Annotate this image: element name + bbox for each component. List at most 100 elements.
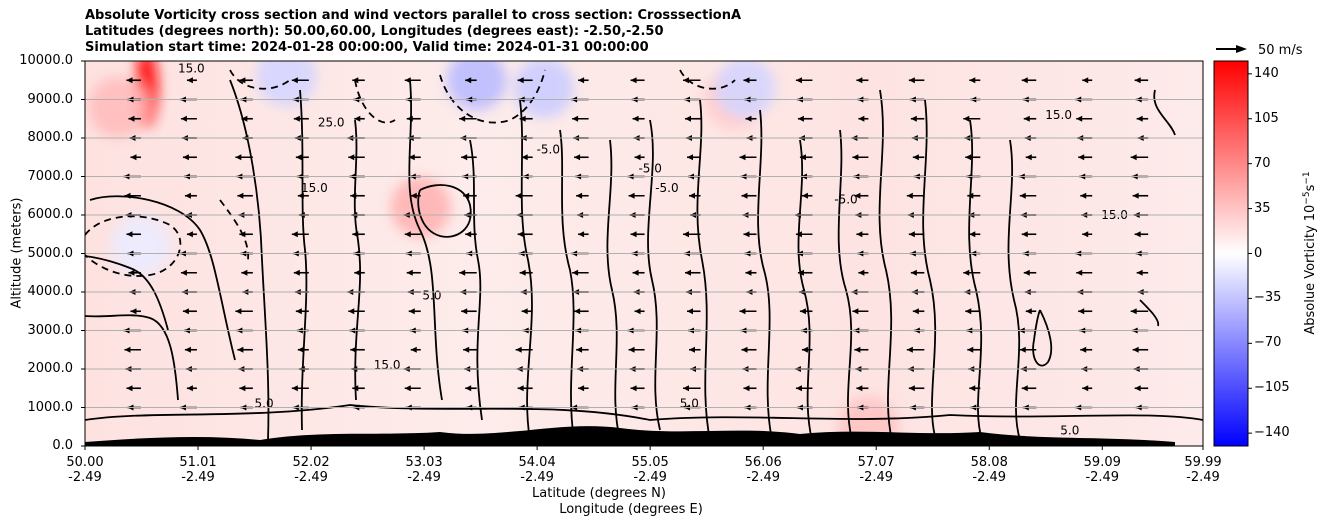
wind-vector bbox=[237, 192, 253, 199]
colorbar-label-unit-exponent: −1 bbox=[1301, 171, 1312, 185]
wind-vector bbox=[1025, 154, 1037, 161]
wind-vector bbox=[685, 115, 701, 122]
wind-vector bbox=[1076, 115, 1093, 122]
colorbar-tick-label: −35 bbox=[1254, 290, 1282, 306]
wind-vector bbox=[182, 308, 197, 315]
wind-vector bbox=[743, 385, 757, 392]
wind-vector bbox=[184, 192, 197, 199]
wind-vector bbox=[295, 308, 309, 315]
wind-vector bbox=[795, 231, 813, 238]
wind-vector bbox=[634, 154, 645, 161]
colorbar-label-exponent: −5 bbox=[1301, 191, 1312, 205]
wind-vector bbox=[687, 154, 701, 161]
contour-label: -5.0 bbox=[834, 192, 857, 206]
wind-vector bbox=[130, 308, 141, 315]
y-tick-label: 6000.0 bbox=[27, 207, 74, 222]
wind-vector bbox=[350, 346, 365, 353]
x-tick-label-lon: -2.49 bbox=[181, 470, 215, 485]
contour-label: 15.0 bbox=[301, 181, 328, 195]
contour-label: 15.0 bbox=[1045, 108, 1072, 122]
colorbar-tick-label: 105 bbox=[1254, 110, 1279, 126]
wind-vector bbox=[1023, 115, 1037, 122]
x-tick-label-lat: 57.07 bbox=[857, 455, 895, 470]
x-tick-label-lon: -2.49 bbox=[1085, 470, 1120, 485]
wind-vector bbox=[630, 385, 645, 392]
x-tick-label-lon: -2.49 bbox=[859, 470, 894, 485]
x-tick-label-lat: 56.06 bbox=[744, 455, 782, 470]
wind-vector bbox=[801, 192, 813, 199]
colorbar-tick-label: −70 bbox=[1254, 335, 1282, 351]
wind-vector bbox=[124, 346, 141, 353]
wind-vector bbox=[578, 385, 589, 392]
wind-vector bbox=[521, 308, 533, 315]
axis-ticks bbox=[81, 60, 1204, 450]
wind-vector bbox=[630, 231, 645, 238]
wind-vector bbox=[683, 231, 701, 238]
wind-vector bbox=[745, 269, 757, 276]
x-tick-label-lat: 55.05 bbox=[631, 455, 669, 470]
x-tick-label-lon: -2.49 bbox=[294, 470, 328, 485]
wind-vector bbox=[241, 269, 253, 276]
wind-vector bbox=[906, 346, 925, 353]
vorticity-patch bbox=[88, 77, 149, 138]
x-tick-label-lon: -2.49 bbox=[520, 470, 554, 485]
wind-vector bbox=[1134, 77, 1149, 84]
wind-vector bbox=[628, 192, 645, 199]
wind-vector bbox=[459, 269, 477, 276]
wind-vector bbox=[295, 154, 309, 161]
x-tick-label-lat: 59.99 bbox=[1184, 455, 1222, 470]
wind-vector bbox=[348, 308, 365, 315]
x-tick-label-lon: -2.49 bbox=[746, 470, 780, 485]
y-tick-label: 4000.0 bbox=[27, 284, 74, 299]
wind-vector bbox=[130, 154, 141, 161]
wind-vector bbox=[906, 192, 925, 199]
wind-vector bbox=[404, 231, 421, 238]
contour-label: -5.0 bbox=[655, 181, 678, 195]
chart-title-line-2: Latitudes (degrees north): 50.00,60.00, … bbox=[85, 24, 664, 39]
x-axis-label-longitude: Longitude (degrees E) bbox=[559, 502, 703, 517]
wind-vector bbox=[574, 154, 589, 161]
contour-label: -5.0 bbox=[537, 142, 560, 156]
wind-vector bbox=[576, 192, 589, 199]
gridlines bbox=[85, 99, 1203, 408]
wind-vector bbox=[124, 192, 141, 199]
wind-vector bbox=[741, 192, 757, 199]
colorbar-tick-label: 140 bbox=[1254, 65, 1279, 81]
wind-vector bbox=[852, 154, 869, 161]
contour-label: 15.0 bbox=[374, 358, 401, 372]
contour-label: 15.0 bbox=[178, 62, 205, 76]
wind-vector bbox=[186, 231, 197, 238]
colorbar bbox=[1213, 60, 1249, 447]
wind-vector bbox=[578, 231, 589, 238]
wind-vector bbox=[963, 269, 981, 276]
wind-vector bbox=[239, 77, 253, 84]
wind-vector bbox=[1019, 192, 1037, 199]
wind-vector bbox=[1132, 346, 1149, 353]
x-tick-label-lon: -2.49 bbox=[407, 470, 441, 485]
wind-vector bbox=[856, 231, 869, 238]
wind-vector bbox=[852, 308, 869, 315]
wind-vector bbox=[967, 346, 981, 353]
wind-vector bbox=[410, 346, 421, 353]
wind-vector bbox=[235, 154, 253, 161]
y-axis-label: Altitude (meters) bbox=[9, 197, 25, 309]
wind-vector bbox=[354, 269, 365, 276]
wind-vector bbox=[406, 269, 421, 276]
wind-vector bbox=[854, 192, 869, 199]
wind-vector bbox=[1134, 385, 1149, 392]
x-tick-label-lon: -2.49 bbox=[972, 470, 1007, 485]
wind-vector bbox=[685, 269, 701, 276]
wind-vector bbox=[517, 385, 533, 392]
wind-vector bbox=[795, 77, 813, 84]
wind-vector bbox=[239, 385, 253, 392]
wind-vector bbox=[517, 231, 533, 238]
wind-vector bbox=[1023, 269, 1037, 276]
wind-vector bbox=[1130, 154, 1149, 161]
wind-vector bbox=[519, 269, 533, 276]
wind-vector bbox=[969, 385, 981, 392]
wind-vector bbox=[576, 346, 589, 353]
colorbar-tick-label: 35 bbox=[1254, 200, 1271, 216]
surface-contour-band bbox=[85, 426, 1175, 446]
wind-vector bbox=[967, 192, 981, 199]
